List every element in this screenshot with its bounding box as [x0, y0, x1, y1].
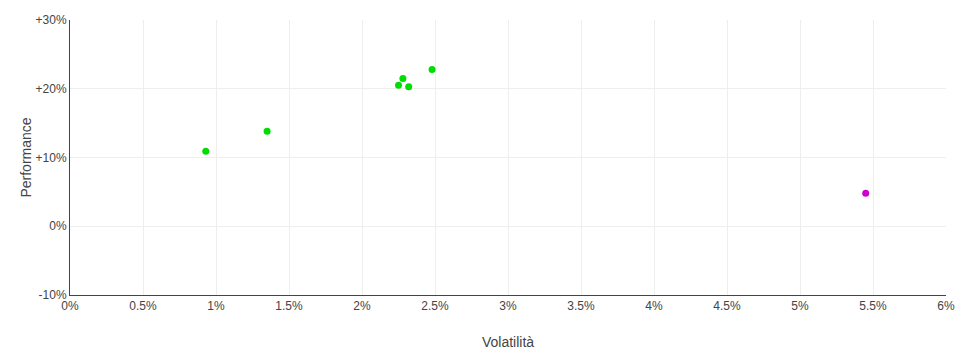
svg-text:5%: 5%: [791, 299, 809, 313]
svg-text:0.5%: 0.5%: [129, 299, 157, 313]
svg-text:Performance: Performance: [18, 117, 34, 197]
svg-text:+20%: +20%: [36, 82, 67, 96]
svg-text:1%: 1%: [207, 299, 225, 313]
svg-text:5.5%: 5.5%: [859, 299, 887, 313]
svg-text:4.5%: 4.5%: [713, 299, 741, 313]
svg-text:-10%: -10%: [39, 288, 67, 302]
svg-text:Volatilità: Volatilità: [482, 334, 534, 350]
svg-text:2%: 2%: [353, 299, 371, 313]
svg-text:3.5%: 3.5%: [567, 299, 595, 313]
svg-text:1.5%: 1.5%: [275, 299, 303, 313]
svg-text:2.5%: 2.5%: [421, 299, 449, 313]
svg-text:0%: 0%: [61, 299, 79, 313]
svg-text:6%: 6%: [937, 299, 955, 313]
svg-text:+30%: +30%: [36, 13, 67, 27]
svg-text:4%: 4%: [645, 299, 663, 313]
svg-text:+10%: +10%: [36, 151, 67, 165]
svg-text:3%: 3%: [499, 299, 517, 313]
svg-text:0%: 0%: [49, 219, 67, 233]
